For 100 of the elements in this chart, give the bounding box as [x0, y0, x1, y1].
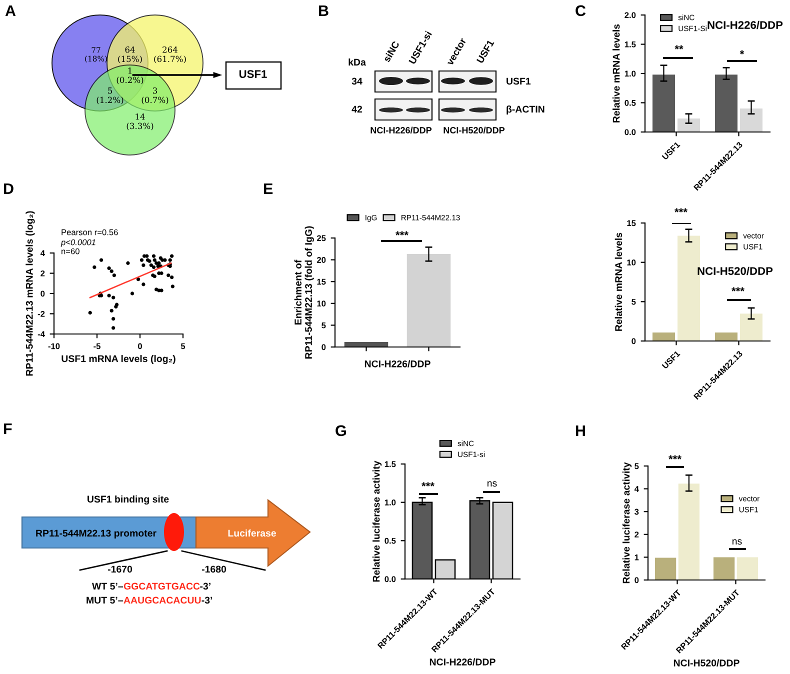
y-tick-label: 4	[634, 486, 639, 492]
bar	[740, 108, 762, 132]
text: -3’	[202, 596, 212, 604]
point	[157, 261, 161, 265]
text: 64 (15%)	[118, 46, 142, 64]
y-tick-label: 10	[317, 300, 326, 306]
y-tick-label: 3	[634, 508, 639, 515]
x-tick-label: 0	[138, 343, 142, 350]
point	[152, 258, 156, 262]
point	[163, 258, 167, 262]
point	[140, 258, 144, 262]
point	[88, 310, 92, 315]
annotation: ns	[732, 539, 742, 545]
point	[152, 265, 156, 270]
y-tick-label: 0.0	[384, 576, 396, 582]
text: 42	[352, 106, 362, 113]
y-tick-label: 4	[40, 250, 45, 256]
y-tick-label: 0	[634, 577, 639, 584]
point	[112, 316, 116, 321]
text: 14 (3.3%)	[126, 113, 154, 130]
y-tick-label: 1.5	[624, 42, 636, 48]
bar	[652, 332, 675, 341]
text: 5 (1.2%)	[96, 88, 124, 104]
point	[142, 282, 146, 286]
y-tick-label: 15	[317, 278, 326, 285]
point	[126, 261, 130, 265]
annotation: *	[740, 50, 744, 54]
y-tick-label: -2	[38, 310, 45, 317]
text: -1670	[108, 566, 132, 573]
bar	[678, 118, 700, 132]
point	[170, 284, 175, 288]
text: D	[4, 183, 14, 194]
y-tick-label: 0	[40, 290, 45, 297]
x-tick-label: -10	[48, 343, 60, 350]
point	[112, 326, 116, 330]
text: NCI-H520/DDP	[698, 266, 773, 276]
text: -3’	[200, 582, 210, 590]
bar	[678, 484, 700, 580]
x-tick-label: 5	[180, 343, 186, 350]
text: GGCATGTGACC	[124, 582, 200, 590]
point	[99, 258, 104, 262]
text: C	[576, 5, 586, 16]
bar	[715, 74, 738, 132]
y-axis-title: RP11-544M22.13 mRNA levels (log₂)	[26, 211, 35, 376]
text: ***	[396, 231, 408, 236]
point	[112, 296, 116, 300]
annotation: n=60	[62, 248, 80, 254]
y-tick-label: 20	[316, 257, 326, 263]
bar	[736, 557, 758, 580]
text: B	[319, 5, 328, 16]
text: ***	[674, 208, 688, 212]
point	[110, 269, 114, 274]
text: E	[264, 183, 273, 194]
text: p<0.0001	[60, 239, 96, 247]
annotation: **	[674, 45, 684, 50]
y-tick-label: 5	[632, 298, 636, 305]
y-axis-title: Enrichment of RP11-544M22.13 (fold of IgG)	[294, 226, 314, 359]
point	[166, 273, 170, 278]
text: Pearson r=0.56	[62, 229, 118, 236]
point	[168, 258, 172, 262]
text: USF1 binding site	[88, 495, 169, 505]
text: G	[336, 425, 346, 436]
y-tick-label: 1.5	[384, 461, 396, 468]
y-tick-label: 5	[634, 463, 639, 470]
y-tick-label: 0.5	[384, 538, 396, 544]
y-tick-label: 0.5	[624, 100, 636, 106]
y-tick-label: 0.0	[624, 129, 636, 136]
x-axis-title: NCI-H226/DDP	[364, 360, 430, 368]
text: AAUGCACACUU	[124, 596, 201, 604]
text: Luciferase	[228, 529, 276, 537]
text: kDa	[348, 58, 366, 66]
bar	[713, 557, 735, 580]
text: RP11-544M22.13 promoter	[36, 530, 156, 539]
y-tick-label: 25	[316, 235, 326, 242]
text: MUT 5’–	[86, 596, 123, 604]
text: ***	[668, 455, 682, 460]
y-tick-label: 2	[40, 270, 45, 276]
y-tick-label: 1	[634, 554, 639, 560]
point	[170, 275, 174, 280]
text: F	[4, 423, 12, 434]
y-axis-title: Relative luciferase activity	[372, 460, 382, 582]
point	[107, 294, 111, 298]
bar	[740, 314, 762, 341]
y-tick-label: 15	[627, 220, 636, 226]
y-tick-label: 1.0	[624, 70, 636, 77]
text: A	[5, 5, 16, 16]
y-tick-label: 10	[627, 260, 636, 266]
text: NCI-H226/DDP	[370, 126, 432, 134]
point	[136, 277, 140, 282]
point	[130, 292, 134, 296]
point	[142, 263, 146, 267]
text: H	[576, 425, 586, 436]
y-axis-title: Relative mRNA levels	[612, 24, 620, 122]
x-axis-title: USF1 mRNA levels (log₂)	[62, 354, 176, 364]
x-axis-title: NCI-H520/DDP	[674, 659, 740, 667]
point	[112, 273, 116, 278]
annotation: ns	[488, 481, 497, 487]
y-tick-label: 2.0	[624, 12, 636, 18]
text: USF1	[506, 78, 531, 85]
point	[152, 254, 156, 258]
